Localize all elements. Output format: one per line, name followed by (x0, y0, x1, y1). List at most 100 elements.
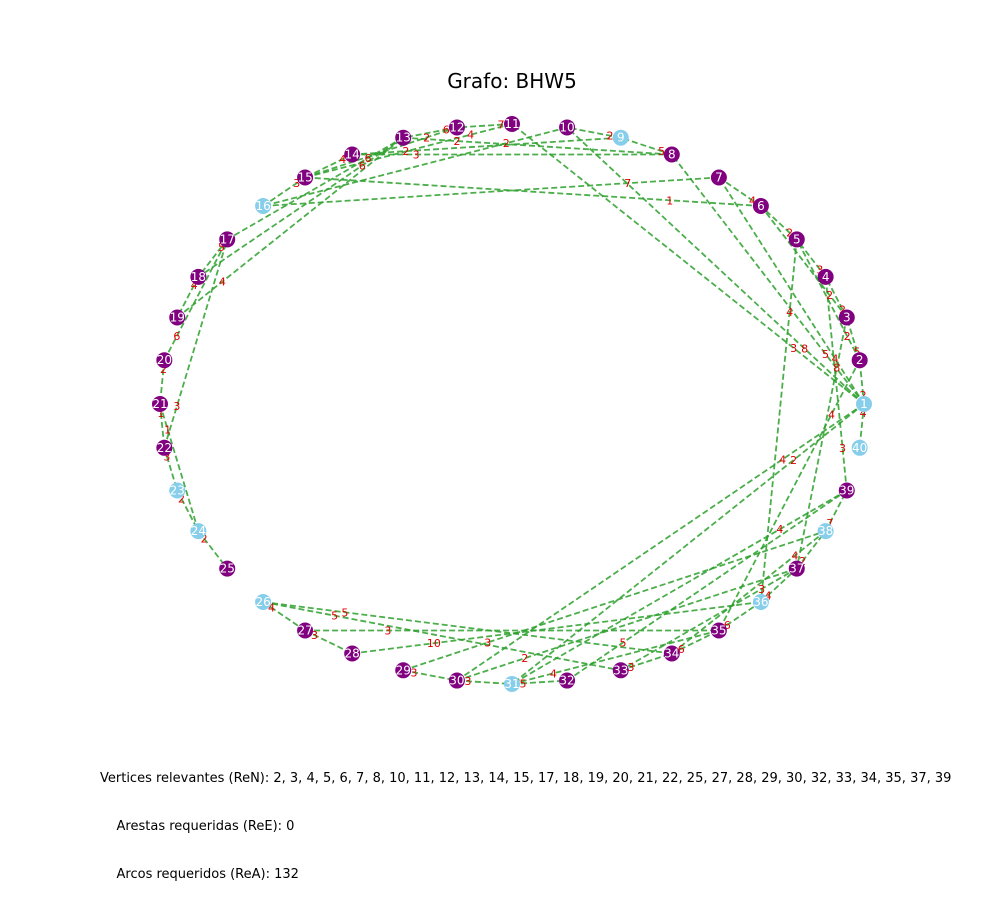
node-label: 10 (559, 120, 574, 134)
edge-weight-label: 4 (860, 407, 867, 420)
node-circle (851, 352, 868, 369)
edge-weight-label: 6 (365, 152, 372, 165)
node-label: 22 (157, 441, 172, 455)
edge-39-31 (511, 489, 848, 685)
node-label: 32 (559, 674, 574, 688)
edge-weight-label: 7 (826, 517, 833, 530)
stats-vertices: Vertices relevantes (ReN): 2, 3, 4, 5, 6… (100, 771, 952, 786)
edge-weight-label: 5 (854, 346, 861, 359)
edge-weight-label: 1 (164, 423, 171, 436)
node-label: 23 (170, 484, 185, 498)
node-label: 35 (711, 624, 726, 638)
node-label: 12 (449, 120, 464, 134)
edge-weight-label: 3 (413, 149, 420, 162)
node-circle (156, 352, 173, 369)
node-circle (612, 662, 629, 679)
node-label: 30 (449, 674, 464, 688)
node-label: 38 (818, 524, 833, 538)
edge-weight-label: 2 (799, 555, 806, 568)
edge-weight-label: 7 (624, 177, 631, 190)
edge-weight-label: 2 (160, 363, 167, 376)
node-circle (612, 129, 629, 146)
stats-required-arcs: Arcos requeridos (ReA): 132 (100, 867, 299, 882)
edge-26-34 (262, 601, 672, 655)
node-label: 2 (856, 353, 864, 367)
node-17: 17 (219, 231, 236, 248)
edge-13-18 (197, 136, 404, 278)
node-circle (710, 622, 727, 639)
edge-29-30 (403, 669, 458, 682)
edge-20-17 (163, 239, 229, 361)
node-15: 15 (297, 169, 314, 186)
node-label: 40 (852, 441, 867, 455)
node-9: 9 (612, 129, 629, 146)
edge-weight-label: 2 (844, 330, 851, 343)
node-label: 16 (255, 199, 270, 213)
node-label: 21 (152, 397, 167, 411)
node-circle (156, 439, 173, 456)
node-circle (344, 645, 361, 662)
edge-weight-label: 2 (786, 227, 793, 240)
edge-weight-label: 5 (331, 610, 338, 623)
node-35: 35 (710, 622, 727, 639)
node-5: 5 (788, 231, 805, 248)
node-label: 4 (822, 270, 830, 284)
edge-weight-label: 2 (453, 135, 460, 148)
edge-weight-label: 4 (786, 306, 793, 319)
node-26: 26 (255, 593, 272, 610)
edge-22-17 (163, 239, 229, 449)
node-6: 6 (752, 198, 769, 215)
node-circle (504, 116, 520, 132)
edge-11-12 (456, 123, 513, 129)
edge-weight-label: 3 (484, 636, 491, 649)
node-circle (255, 198, 272, 215)
node-16: 16 (255, 198, 272, 215)
edge-13-17 (226, 136, 404, 241)
edge-28-36 (352, 601, 762, 655)
edge-weight-label: 6 (724, 619, 731, 632)
node-circle (663, 645, 680, 662)
edge-weight-label: 3 (163, 450, 170, 463)
node-19: 19 (169, 309, 186, 326)
node-label: 33 (613, 663, 628, 677)
node-label: 17 (220, 232, 235, 246)
edge-weight-label: 2 (790, 454, 797, 467)
node-20: 20 (156, 352, 173, 369)
node-label: 11 (504, 117, 519, 131)
edge-weight-label: 8 (833, 362, 840, 375)
edge-30-37 (456, 567, 798, 682)
node-2: 2 (851, 352, 868, 369)
edge-weight-label: 4 (550, 667, 557, 680)
edge-weight-label: 2 (402, 145, 409, 158)
edge-weight-label: 4 (339, 153, 346, 166)
node-34: 34 (663, 645, 680, 662)
node-circle (559, 672, 576, 689)
node-circle (169, 309, 186, 326)
edge-weight-label: 4 (191, 279, 198, 292)
node-circle (838, 482, 855, 499)
node-label: 7 (715, 170, 723, 184)
stats-required-edges: Arestas requeridas (ReE): 0 (100, 819, 295, 834)
node-circle (448, 119, 465, 136)
node-circle (788, 231, 805, 248)
edge-weight-label: 5 (218, 241, 225, 254)
edge-weight-label: 5 (620, 637, 627, 650)
node-24: 24 (190, 523, 207, 540)
node-label: 5 (793, 232, 801, 246)
node-label: 6 (757, 199, 765, 213)
edge-weight-label: 1 (157, 407, 164, 420)
node-circle (817, 523, 834, 540)
edge-weight-label: 2 (860, 389, 867, 402)
node-27: 27 (297, 622, 314, 639)
node-circle (752, 593, 769, 610)
node-circle (838, 309, 855, 326)
node-12: 12 (448, 119, 465, 136)
stats-panel: Vertices relevantes (ReN): 2, 3, 4, 5, 6… (100, 739, 951, 899)
edge-weight-label: 6 (359, 160, 366, 173)
node-8: 8 (663, 146, 680, 163)
node-label: 15 (297, 170, 312, 184)
node-circle (752, 198, 769, 215)
node-circle (851, 439, 868, 456)
node-label: 26 (255, 595, 270, 609)
